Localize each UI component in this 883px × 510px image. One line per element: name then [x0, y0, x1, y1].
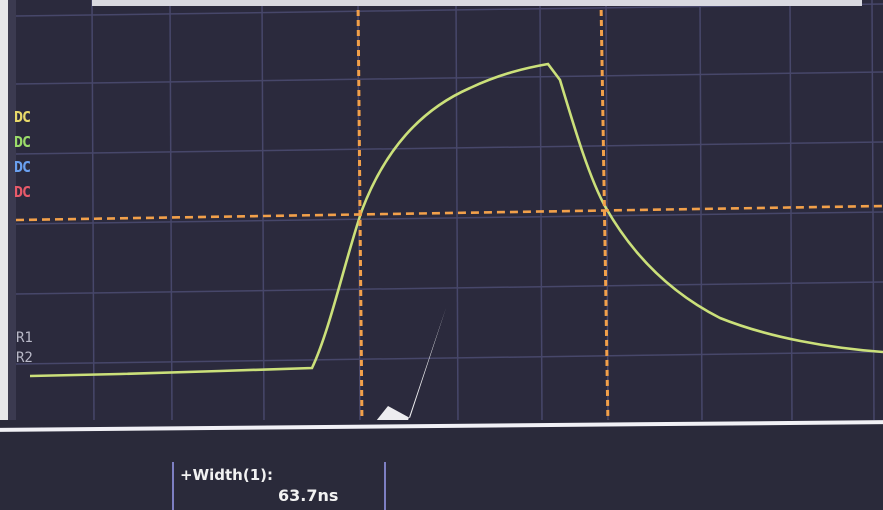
grid-line-horizontal [15, 3, 883, 17]
measurement-bar [0, 420, 883, 510]
measurement-label: +Width(1): [180, 466, 273, 484]
reference-r1[interactable]: R1 [16, 330, 33, 346]
channel-2-coupling[interactable]: DC [14, 133, 31, 151]
signal-trace [29, 62, 883, 378]
top-status-bar [92, 0, 862, 6]
grid-line-horizontal [15, 141, 883, 155]
grid-line-horizontal [15, 281, 883, 295]
grid-line-vertical [261, 0, 265, 425]
cursor-vertical-1 [356, 0, 364, 427]
grid-line-vertical [699, 0, 703, 425]
cursor-vertical-2 [599, 0, 610, 427]
channel-3-coupling[interactable]: DC [14, 158, 31, 176]
grid-line-horizontal [15, 211, 883, 225]
grid-line-horizontal [15, 351, 883, 365]
grid-line-vertical [789, 0, 793, 425]
channel-panel-inner [8, 0, 16, 420]
cursor-horizontal [15, 204, 883, 222]
reference-r2[interactable]: R2 [16, 350, 33, 366]
grid-line-horizontal [15, 71, 883, 85]
measurement-cell[interactable] [172, 462, 386, 510]
channel-4-coupling[interactable]: DC [14, 183, 31, 201]
measurement-value: 63.7ns [278, 486, 339, 505]
grid-line-vertical [169, 0, 173, 425]
grid-line-vertical [455, 0, 459, 425]
grid-line-vertical [91, 0, 95, 425]
channel-1-coupling[interactable]: DC [14, 108, 31, 126]
